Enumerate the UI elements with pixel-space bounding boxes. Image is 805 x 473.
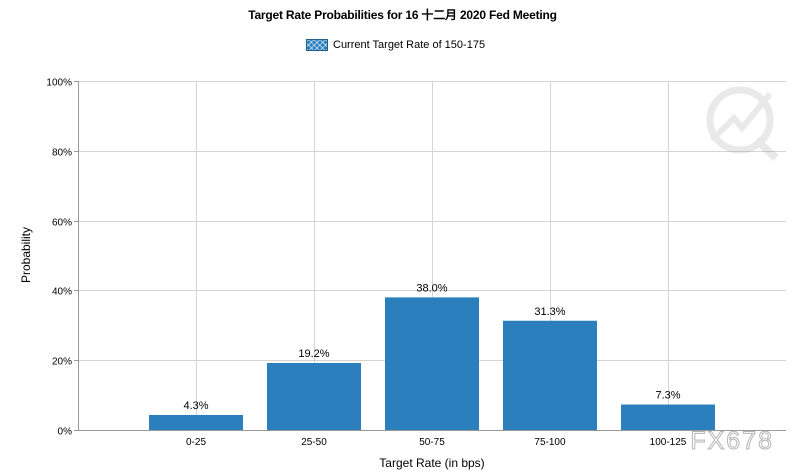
data-label: 7.3% xyxy=(655,390,680,402)
bar xyxy=(503,320,597,430)
tick-labels: 0% 20% 40% 60% 80% 100% 0-25 25-50 50-75 75-100 10… xyxy=(46,78,686,449)
data-labels: 4.3% 19.2% 38.0% 31.3% 7.3% xyxy=(183,282,680,412)
bar xyxy=(267,362,361,430)
data-label: 19.2% xyxy=(298,348,329,360)
x-tick-label: 50-75 xyxy=(419,437,445,448)
legend: Current Target Rate of 150-175 xyxy=(306,38,485,52)
y-axis-label: Probability xyxy=(19,227,33,283)
bar xyxy=(621,404,715,430)
grid-lines xyxy=(78,81,786,431)
y-tick-label: 60% xyxy=(52,218,72,229)
y-tick-label: 100% xyxy=(46,78,72,89)
data-label: 31.3% xyxy=(534,306,565,318)
bar xyxy=(385,297,479,430)
data-label: 4.3% xyxy=(183,400,208,412)
x-axis-label: Target Rate (in bps) xyxy=(379,456,484,470)
y-tick-label: 20% xyxy=(52,357,72,368)
watermark-logo-icon xyxy=(706,86,779,161)
y-tick-label: 80% xyxy=(52,148,72,159)
x-tick-label: 25-50 xyxy=(301,437,327,448)
x-tick-label: 75-100 xyxy=(534,437,566,448)
watermark-text: FX678 xyxy=(690,427,774,455)
legend-label: Current Target Rate of 150-175 xyxy=(333,39,486,51)
data-label: 38.0% xyxy=(416,282,447,294)
y-tick-label: 0% xyxy=(58,427,73,438)
x-tick-label: 0-25 xyxy=(186,437,206,448)
chart-title: Target Rate Probabilities for 16 十二月 202… xyxy=(248,8,557,22)
legend-swatch xyxy=(306,39,328,51)
x-tick-label: 100-125 xyxy=(650,437,687,448)
y-tick-label: 40% xyxy=(52,287,72,298)
axes xyxy=(74,81,786,431)
bar xyxy=(149,414,243,430)
bars xyxy=(149,297,715,430)
